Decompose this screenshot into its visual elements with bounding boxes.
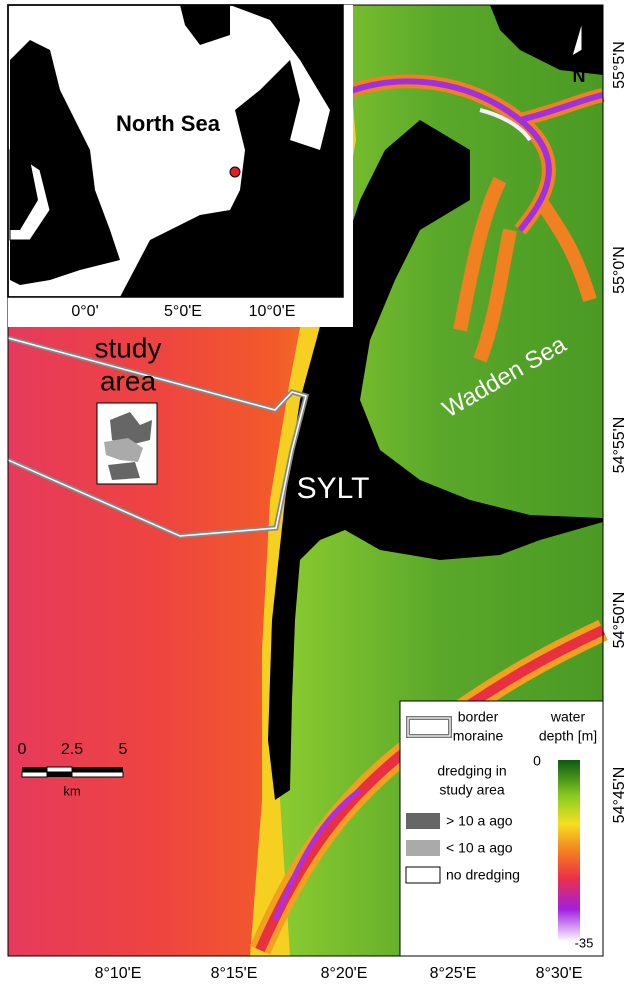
inset-x-tick: 10°0'E: [249, 303, 296, 320]
border-swatch: [408, 718, 450, 736]
lon-tick-label: 8°25'E: [430, 965, 477, 982]
lon-tick-label: 8°20'E: [321, 965, 368, 982]
legend-label: dredging in: [437, 763, 506, 779]
island-label: SYLT: [297, 472, 370, 505]
legend-label: water: [550, 709, 586, 725]
sea-label: North Sea: [116, 111, 221, 136]
study-area-label: study: [95, 332, 162, 363]
legend-label: study area: [439, 782, 505, 798]
scale-unit: km: [63, 783, 80, 798]
lat-tick-label: 54°55'N: [611, 417, 628, 474]
legend-label: border: [458, 709, 499, 725]
legend-swatch: [406, 840, 440, 856]
inset-y-tick: 55°0'N: [326, 136, 343, 184]
depth-colorbar: [558, 760, 580, 942]
inset-axis-band: [343, 5, 353, 327]
scale-segment: [47, 772, 72, 777]
lon-tick-label: 8°30'E: [536, 965, 583, 982]
scale-tick: 2.5: [61, 741, 83, 758]
inset-map: North Sea: [8, 5, 343, 297]
lat-tick-label: 55°0'N: [611, 246, 628, 294]
legend-label: < 10 a ago: [446, 840, 513, 856]
colorbar-label: 0: [533, 753, 541, 769]
legend-swatch: [406, 867, 440, 883]
study-area-label: area: [100, 365, 156, 396]
scale-segment: [22, 772, 47, 777]
scale-segment: [72, 767, 123, 772]
scale-segment: [22, 767, 47, 772]
lat-tick-label: 55°5'N: [611, 41, 628, 89]
lon-tick-label: 8°15'E: [211, 965, 258, 982]
legend: border moraine water depth [m] 0 -35 dre…: [400, 701, 603, 956]
legend-swatch: [406, 813, 440, 829]
legend-label: no dredging: [446, 867, 520, 883]
north-label: N: [573, 66, 586, 86]
lon-tick-label: 8°10'E: [95, 965, 142, 982]
colorbar-label: -35: [575, 935, 594, 950]
legend-label: depth [m]: [539, 728, 597, 744]
lat-tick-label: 54°45'N: [611, 767, 628, 824]
dredged-old: [108, 462, 140, 480]
lat-tick-label: 54°50'N: [611, 592, 628, 649]
inset-x-tick: 0°0': [71, 303, 98, 320]
scale-tick: 0: [18, 741, 27, 758]
inset-x-tick: 5°0'E: [164, 303, 202, 320]
scale-segment: [47, 767, 72, 772]
legend-label: moraine: [453, 728, 504, 744]
legend-label: > 10 a ago: [446, 813, 513, 829]
map-figure: study area SYLT Wadden Sea N North Sea 0…: [0, 0, 634, 989]
scale-tick: 5: [119, 741, 128, 758]
sylt-location: [230, 167, 240, 177]
scale-segment: [72, 772, 123, 777]
